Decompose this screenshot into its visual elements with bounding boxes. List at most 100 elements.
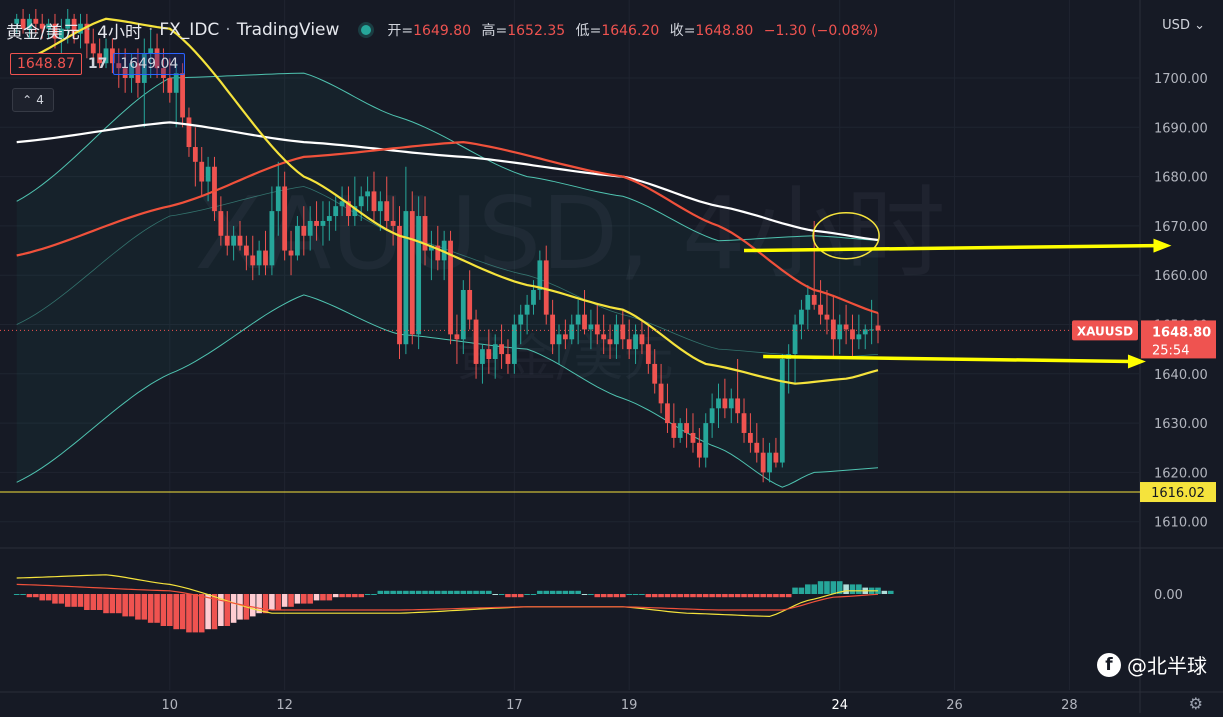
macd-histogram-bar bbox=[122, 594, 128, 617]
candle bbox=[562, 319, 568, 350]
candle bbox=[830, 294, 836, 360]
candle-body bbox=[97, 53, 103, 64]
interval-label[interactable]: 4小时 bbox=[97, 22, 142, 43]
candle-body bbox=[390, 220, 396, 226]
candle bbox=[256, 240, 262, 276]
high-value: 1652.35 bbox=[507, 23, 566, 39]
macd-histogram-bar bbox=[836, 581, 843, 594]
macd-histogram-bar bbox=[498, 594, 505, 595]
y-axis-tick-label: 1680.00 bbox=[1154, 171, 1208, 186]
candle-body bbox=[84, 23, 90, 44]
candle bbox=[224, 211, 230, 256]
indicators-count: 4 bbox=[36, 93, 44, 107]
candle bbox=[588, 309, 594, 350]
candle bbox=[27, 13, 32, 39]
candle-body bbox=[448, 240, 453, 335]
candle bbox=[365, 176, 370, 212]
candle-body bbox=[135, 63, 141, 83]
ohlc-values: 开=1649.80 高=1652.35 低=1646.20 收=1648.80 … bbox=[387, 23, 879, 39]
candle bbox=[371, 171, 377, 221]
macd-histogram-bar bbox=[352, 594, 358, 598]
buy-button[interactable]: 1649.04 bbox=[113, 53, 186, 75]
candle-body bbox=[161, 68, 166, 78]
candle bbox=[709, 393, 715, 438]
symbol-name[interactable]: 黄金/美元 bbox=[6, 22, 80, 43]
candle-body bbox=[39, 23, 45, 29]
indicators-toggle-button[interactable]: ⌃ 4 bbox=[12, 88, 54, 112]
candle-body bbox=[352, 206, 358, 217]
candle bbox=[741, 398, 747, 443]
candle bbox=[824, 289, 830, 335]
candle-body bbox=[805, 294, 811, 310]
macd-histogram-bar bbox=[683, 594, 690, 598]
candle-body bbox=[46, 23, 51, 29]
macd-histogram-bar bbox=[620, 594, 626, 598]
candle-body bbox=[429, 245, 434, 251]
candle bbox=[722, 378, 728, 419]
candle-body bbox=[167, 78, 173, 93]
ma-yellow-line bbox=[16, 17, 879, 385]
horizontal-line-label-bg bbox=[1140, 482, 1216, 503]
candle-body bbox=[639, 334, 645, 345]
currency-selector[interactable]: USD ⌄ bbox=[1162, 18, 1205, 33]
candle-body bbox=[531, 289, 536, 305]
macd-histogram-bar bbox=[830, 581, 837, 594]
macd-histogram-bar bbox=[524, 594, 530, 595]
candle-body bbox=[218, 211, 224, 236]
macd-histogram-bar bbox=[447, 590, 454, 594]
candle bbox=[843, 304, 849, 345]
macd-histogram-bar bbox=[198, 594, 205, 633]
macd-histogram-bar bbox=[626, 594, 632, 595]
candle bbox=[690, 413, 696, 453]
candle-body bbox=[524, 304, 530, 315]
ma-white-line bbox=[16, 121, 879, 242]
candle-body bbox=[748, 432, 753, 443]
macd-histogram-bar bbox=[575, 590, 581, 594]
candle-body bbox=[435, 245, 441, 261]
gear-icon[interactable]: ⚙ bbox=[1188, 694, 1203, 713]
candle bbox=[295, 216, 300, 261]
macd-histogram-bar bbox=[677, 594, 684, 598]
macd-histogram-bar bbox=[766, 594, 773, 598]
candle bbox=[339, 186, 345, 217]
candle bbox=[429, 230, 434, 281]
candle-body bbox=[690, 432, 696, 443]
macd-histogram-bar bbox=[230, 594, 237, 623]
candle-body bbox=[594, 324, 600, 335]
sell-button[interactable]: 1648.87 bbox=[10, 53, 82, 75]
candle bbox=[192, 127, 198, 187]
candle bbox=[492, 334, 498, 379]
candle-body bbox=[103, 48, 109, 64]
macd-histogram-bar bbox=[192, 594, 199, 633]
y-axis-tick-label: 1690.00 bbox=[1154, 121, 1208, 136]
macd-histogram-bar bbox=[434, 590, 441, 594]
macd-histogram-bar bbox=[422, 590, 428, 594]
candle-body bbox=[243, 245, 249, 256]
change-value: −1.30 (−0.08%) bbox=[763, 23, 879, 39]
candle-body bbox=[818, 304, 823, 315]
y-axis-tick-label: 1610.00 bbox=[1154, 516, 1208, 531]
arrow-shaft bbox=[763, 354, 1132, 364]
macd-histogram-bar bbox=[249, 594, 256, 617]
macd-histogram-bar bbox=[269, 594, 275, 610]
candle bbox=[154, 33, 160, 78]
candle-body bbox=[869, 329, 875, 331]
macd-histogram-bar bbox=[90, 594, 97, 610]
candle bbox=[103, 38, 109, 69]
macd-histogram-bar bbox=[466, 590, 473, 594]
macd-histogram-bar bbox=[747, 594, 754, 598]
x-axis-tick-label: 26 bbox=[946, 698, 963, 713]
candle-body bbox=[256, 250, 262, 266]
candle-body bbox=[384, 201, 390, 221]
candle-body bbox=[346, 201, 351, 217]
macd-histogram-bar bbox=[345, 594, 352, 598]
y-axis-tick-label: 1660.00 bbox=[1154, 269, 1208, 284]
candle bbox=[460, 280, 466, 355]
candle-body bbox=[192, 147, 198, 162]
candle-body bbox=[830, 319, 836, 340]
candle-body bbox=[58, 28, 64, 39]
candle-body bbox=[799, 309, 804, 325]
candle bbox=[620, 309, 626, 350]
